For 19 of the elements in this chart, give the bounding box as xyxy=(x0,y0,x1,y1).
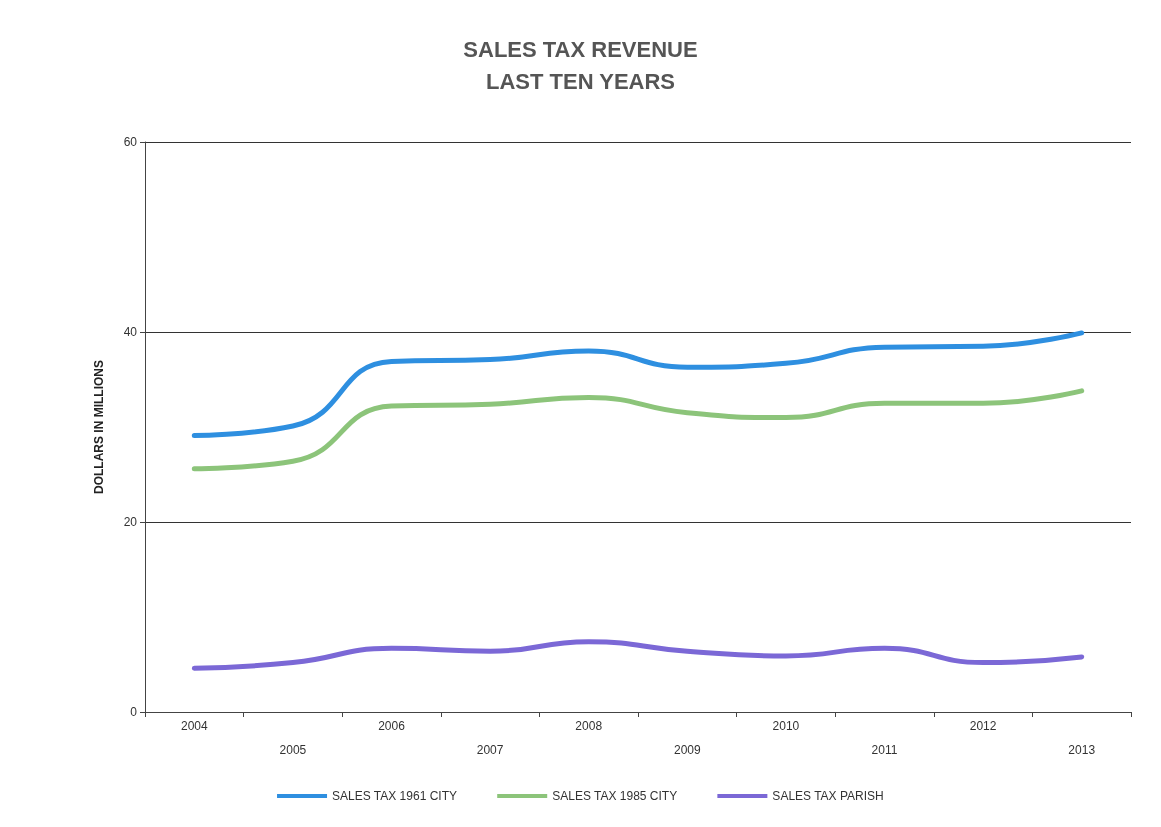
chart-title: SALES TAX REVENUE LAST TEN YEARS xyxy=(463,36,698,94)
y-tick-label: 0 xyxy=(130,705,138,719)
x-tick-label: 2007 xyxy=(476,743,504,757)
x-tick-label: 2008 xyxy=(575,719,603,733)
y-tick-label: 40 xyxy=(123,325,138,339)
x-tick-label: 2004 xyxy=(180,719,208,733)
legend-label: SALES TAX 1985 CITY xyxy=(552,789,678,803)
x-tick-label: 2013 xyxy=(1068,743,1096,757)
y-tick-label: 20 xyxy=(123,515,138,529)
x-tick-label: 2006 xyxy=(378,719,406,733)
x-tick-label: 2005 xyxy=(279,743,307,757)
x-tick-label: 2012 xyxy=(969,719,997,733)
legend-label: SALES TAX 1961 CITY xyxy=(332,789,457,803)
y-tick-label: 60 xyxy=(123,135,138,149)
x-tick-label: 2011 xyxy=(871,743,898,757)
y-axis-title: DOLLARS IN MILLIONS xyxy=(92,360,106,494)
legend-label: SALES TAX PARISH xyxy=(772,789,884,803)
x-tick-label: 2010 xyxy=(772,719,800,733)
x-tick-label: 2009 xyxy=(673,743,701,757)
